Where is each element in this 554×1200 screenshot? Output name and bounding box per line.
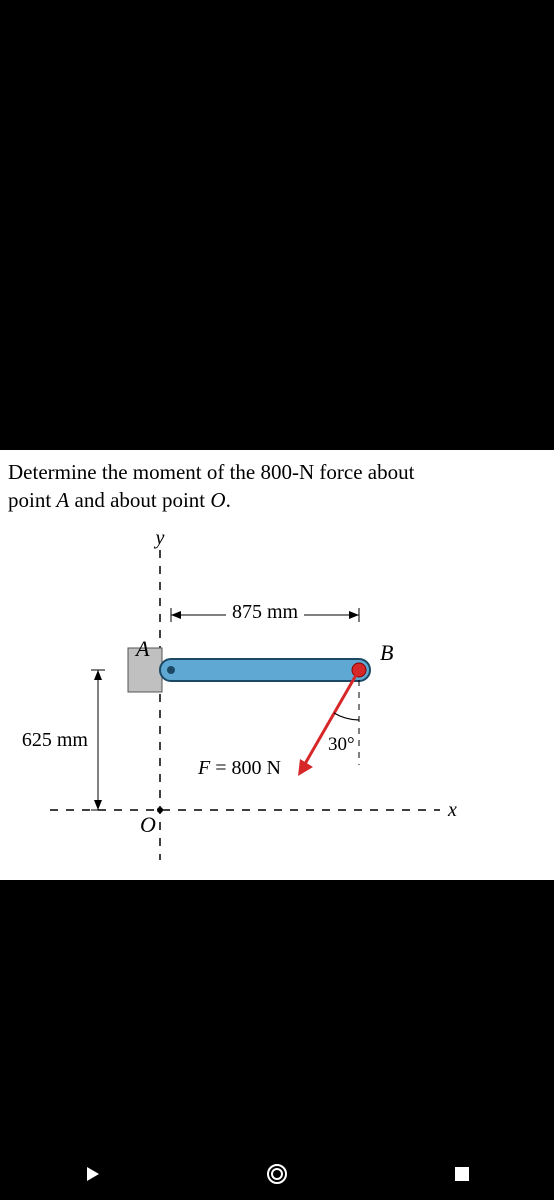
point-B-label: B bbox=[380, 640, 393, 665]
angle-arc bbox=[334, 713, 359, 720]
problem-line2c: . bbox=[226, 488, 231, 512]
point-O-ref: O bbox=[210, 488, 225, 512]
y-axis-label: y bbox=[154, 527, 165, 549]
force-label: F = 800 N bbox=[197, 757, 281, 779]
dim-v-label: 625 mm bbox=[22, 729, 89, 751]
square-icon bbox=[453, 1165, 471, 1183]
dim-v-arrow-top bbox=[94, 670, 102, 680]
dim-h-arrow-left bbox=[171, 611, 181, 619]
dim-h-arrow-right bbox=[349, 611, 359, 619]
point-A-label: A bbox=[134, 636, 150, 661]
problem-line1: Determine the moment of the 800-N force … bbox=[8, 460, 414, 484]
content-panel: Determine the moment of the 800-N force … bbox=[0, 450, 554, 880]
problem-line2a: point bbox=[8, 488, 56, 512]
nav-recent-button[interactable] bbox=[447, 1159, 477, 1189]
nav-back-button[interactable] bbox=[77, 1159, 107, 1189]
beam-bar bbox=[160, 659, 370, 681]
point-A-ref: A bbox=[56, 488, 69, 512]
force-label-F: F bbox=[197, 757, 211, 779]
nav-home-button[interactable] bbox=[262, 1159, 292, 1189]
angle-label: 30° bbox=[328, 734, 355, 755]
pin-A bbox=[167, 666, 175, 674]
android-nav-bar bbox=[0, 1148, 554, 1200]
moment-diagram: y x O A B 875 mm 625 mm 30° bbox=[0, 520, 554, 880]
triangle-left-icon bbox=[82, 1164, 102, 1184]
x-axis-label: x bbox=[447, 799, 457, 821]
origin-point bbox=[157, 807, 163, 813]
problem-line2b: and about point bbox=[69, 488, 210, 512]
circle-icon bbox=[265, 1162, 289, 1186]
origin-label: O bbox=[140, 812, 156, 837]
dim-h-label: 875 mm bbox=[232, 601, 299, 623]
problem-statement: Determine the moment of the 800-N force … bbox=[8, 458, 546, 515]
dim-v-arrow-bot bbox=[94, 800, 102, 810]
force-label-val: = 800 N bbox=[210, 757, 281, 779]
